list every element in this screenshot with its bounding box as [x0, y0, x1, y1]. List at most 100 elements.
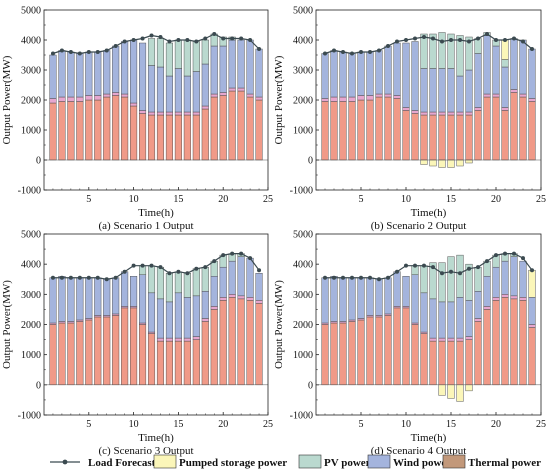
- bar-wind-18: [201, 291, 209, 319]
- load-forecast-point-24: [530, 47, 534, 51]
- bar-thermal-17: [192, 114, 200, 161]
- bar-thermal-1: [321, 324, 329, 386]
- legend-pv: PV power: [298, 454, 371, 469]
- y-tick-label: 1000: [293, 126, 313, 137]
- load-forecast-point-19: [485, 32, 489, 36]
- bar-wind-20: [492, 266, 500, 298]
- load-forecast-point-4: [77, 51, 82, 56]
- load-forecast-point-10: [131, 263, 136, 268]
- bar-thermal-13: [156, 114, 165, 161]
- load-forecast-point-11: [413, 36, 417, 41]
- bar-wind-3: [67, 51, 75, 98]
- y-tick-label: 4000: [293, 36, 313, 47]
- x-tick-label: 5: [359, 194, 364, 205]
- bar-wind-22: [237, 39, 245, 89]
- bar-pink-24: [528, 98, 536, 102]
- bar-thermal-14: [438, 114, 446, 161]
- bar-pink-21: [228, 294, 236, 298]
- bar-wind-11: [139, 42, 147, 111]
- y-tick-label: 2000: [21, 320, 41, 331]
- bar-thermal-10: [402, 110, 410, 161]
- bars: [49, 253, 263, 386]
- bar-pv-17: [465, 36, 473, 71]
- load-forecast-point-21: [503, 38, 507, 42]
- bar-pv-13: [156, 266, 165, 300]
- bar-storage-15: [447, 159, 455, 168]
- bar-pv-18: [474, 266, 482, 292]
- load-forecast-point-11: [413, 263, 417, 268]
- bar-pv-13: [429, 33, 437, 69]
- load-forecast-point-14: [440, 271, 444, 276]
- bar-pv-14: [438, 262, 446, 303]
- panel-d: -1000 0 1000 2000 3000 4000 5000 5 10 15 20 25 Time(…: [273, 230, 546, 458]
- y-tick-label: 2000: [293, 320, 313, 331]
- bar-pink-8: [112, 313, 120, 316]
- bar-thermal-11: [411, 113, 419, 161]
- bar-pv-15: [447, 256, 455, 303]
- bar-wind-6: [94, 51, 102, 96]
- bar-thermal-10: [402, 307, 410, 386]
- bar-thermal-11: [139, 113, 147, 161]
- bar-wind-19: [210, 45, 218, 95]
- load-forecast-point-18: [476, 36, 480, 41]
- load-forecast-point-4: [77, 275, 82, 280]
- bar-wind-18: [474, 291, 482, 319]
- bar-wind-23: [246, 257, 254, 298]
- bar-wind-8: [112, 277, 120, 315]
- bar-thermal-5: [357, 319, 365, 386]
- bar-pv-13: [429, 262, 437, 300]
- load-forecast-point-14: [167, 39, 172, 44]
- bar-thermal-14: [165, 114, 173, 161]
- bar-wind-14: [438, 68, 446, 113]
- bar-wind-19: [483, 35, 491, 95]
- load-forecast-point-12: [422, 35, 426, 39]
- bar-wind-7: [375, 50, 383, 95]
- load-forecast-point-17: [194, 266, 199, 271]
- bar-pv-16: [456, 35, 464, 77]
- x-axis: 5 10 15 20 25: [324, 187, 546, 205]
- load-forecast-point-13: [158, 265, 163, 270]
- bar-wind-3: [339, 277, 347, 322]
- bar-wind-12: [147, 292, 156, 333]
- bar-wind-19: [483, 276, 491, 307]
- x-tick-label: 20: [218, 194, 228, 205]
- bar-wind-9: [121, 271, 129, 307]
- bar-thermal-8: [384, 315, 392, 386]
- load-forecast-point-19: [212, 32, 217, 36]
- bar-pink-17: [192, 336, 200, 340]
- bar-pink-10: [130, 306, 138, 309]
- bar-thermal-4: [348, 101, 356, 161]
- bar-pv-17: [192, 41, 200, 72]
- bar-wind-24: [255, 48, 263, 98]
- bar-pink-18: [474, 318, 482, 322]
- bar-thermal-9: [121, 96, 129, 161]
- bar-pink-19: [483, 306, 491, 310]
- x-tick-label: 15: [173, 419, 183, 430]
- bar-pv-16: [456, 254, 464, 298]
- bar-pink-9: [121, 306, 129, 309]
- bar-wind-23: [519, 260, 527, 298]
- bar-wind-21: [228, 260, 236, 295]
- bar-pink-6: [94, 95, 102, 101]
- y-tick-label: -1000: [290, 411, 313, 422]
- load-forecast-point-12: [149, 33, 154, 38]
- bar-thermal-1: [49, 324, 57, 386]
- bar-storage-17: [465, 159, 473, 164]
- load-forecast-point-18: [476, 265, 480, 270]
- bar-wind-17: [192, 295, 200, 337]
- panel-b: -1000 0 1000 2000 3000 4000 5000 5 10 15 20 25 Time(…: [273, 6, 546, 233]
- load-forecast-point-24: [257, 47, 262, 51]
- bar-pink-10: [130, 102, 138, 107]
- x-tick-label: 5: [86, 194, 91, 205]
- bar-wind-3: [67, 277, 75, 322]
- bar-wind-5: [357, 51, 365, 96]
- bar-thermal-5: [85, 319, 93, 386]
- bar-thermal-20: [492, 96, 500, 161]
- bar-thermal-6: [366, 316, 374, 386]
- y-axis: -1000 0 1000 2000 3000 4000 5000: [290, 230, 319, 422]
- bar-wind-22: [510, 38, 518, 90]
- bar-thermal-16: [183, 340, 191, 386]
- bar-wind-11: [411, 41, 419, 111]
- bar-thermal-15: [447, 340, 455, 386]
- bar-thermal-9: [121, 307, 129, 386]
